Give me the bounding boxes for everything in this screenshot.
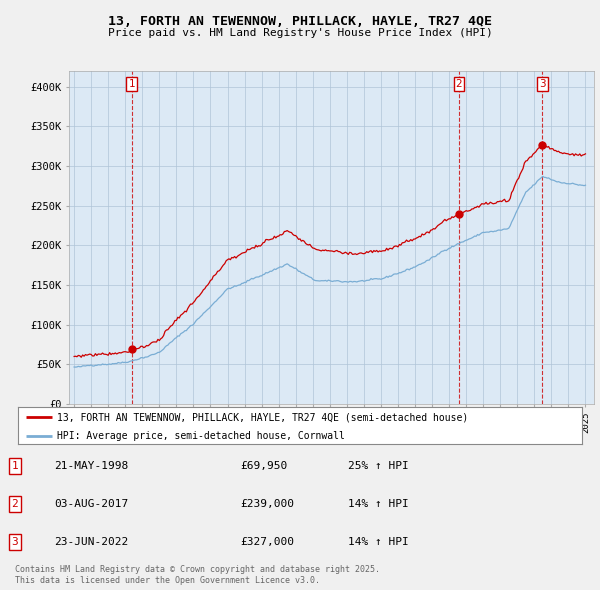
Text: 3: 3 xyxy=(11,537,19,547)
Text: 23-JUN-2022: 23-JUN-2022 xyxy=(54,537,128,547)
Text: 03-AUG-2017: 03-AUG-2017 xyxy=(54,499,128,509)
Text: 25% ↑ HPI: 25% ↑ HPI xyxy=(348,461,409,471)
Text: £69,950: £69,950 xyxy=(240,461,287,471)
Text: 21-MAY-1998: 21-MAY-1998 xyxy=(54,461,128,471)
Text: 1: 1 xyxy=(11,461,19,471)
Text: £327,000: £327,000 xyxy=(240,537,294,547)
Text: Contains HM Land Registry data © Crown copyright and database right 2025.
This d: Contains HM Land Registry data © Crown c… xyxy=(15,565,380,585)
Text: 13, FORTH AN TEWENNOW, PHILLACK, HAYLE, TR27 4QE (semi-detached house): 13, FORTH AN TEWENNOW, PHILLACK, HAYLE, … xyxy=(58,412,469,422)
Text: 3: 3 xyxy=(539,79,545,89)
Text: Price paid vs. HM Land Registry's House Price Index (HPI): Price paid vs. HM Land Registry's House … xyxy=(107,28,493,38)
Text: 2: 2 xyxy=(11,499,19,509)
Text: 14% ↑ HPI: 14% ↑ HPI xyxy=(348,499,409,509)
Text: 14% ↑ HPI: 14% ↑ HPI xyxy=(348,537,409,547)
Text: £239,000: £239,000 xyxy=(240,499,294,509)
Text: HPI: Average price, semi-detached house, Cornwall: HPI: Average price, semi-detached house,… xyxy=(58,431,346,441)
Text: 13, FORTH AN TEWENNOW, PHILLACK, HAYLE, TR27 4QE: 13, FORTH AN TEWENNOW, PHILLACK, HAYLE, … xyxy=(108,15,492,28)
Text: 2: 2 xyxy=(455,79,463,89)
Text: 1: 1 xyxy=(128,79,135,89)
